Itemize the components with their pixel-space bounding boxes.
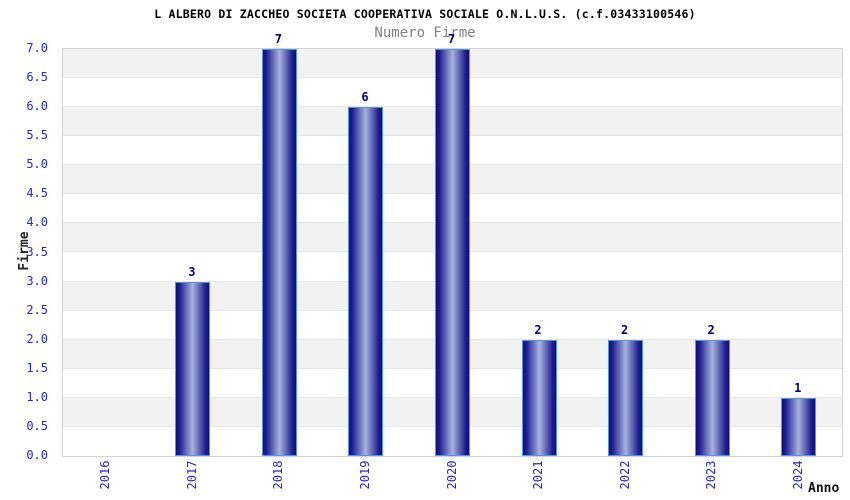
x-tick-label-2024: 2024 — [790, 460, 805, 490]
chart-subtitle: Numero Firme — [374, 25, 476, 41]
y-tick-label-2.5: 2.5 — [26, 302, 48, 317]
y-tick-label-1.0: 1.0 — [26, 389, 48, 404]
y-tick-label-3.5: 3.5 — [26, 244, 48, 259]
y-tick-label-0.0: 0.0 — [26, 448, 48, 462]
y-tick-label-6.5: 6.5 — [26, 70, 48, 85]
bar-value-label-2022: 2 — [620, 322, 629, 337]
x-tick-label-2020: 2020 — [444, 460, 459, 490]
y-tick-label-5.0: 5.0 — [26, 157, 48, 172]
bar-2021 — [521, 339, 557, 456]
x-tick-label-2016: 2016 — [98, 460, 113, 490]
bar-2018 — [261, 49, 297, 456]
bar-value-label-2018: 7 — [274, 32, 282, 46]
bar-value-label-2023: 2 — [707, 322, 715, 337]
bar-value-label-2017: 3 — [188, 264, 196, 279]
bar-2017 — [175, 281, 211, 456]
x-tick-label-2018: 2018 — [271, 460, 286, 490]
x-tick-label-2021: 2021 — [531, 460, 546, 490]
bar-2020 — [435, 49, 470, 456]
plot-area — [62, 48, 843, 457]
y-tick-label-3.0: 3.0 — [26, 273, 48, 288]
bar-value-label-2019: 6 — [361, 90, 369, 105]
x-tick-label-2019: 2019 — [357, 460, 372, 490]
x-tick-label-2022: 2022 — [617, 460, 632, 490]
y-axis-title: Firme — [17, 231, 32, 271]
y-tick-label-4.0: 4.0 — [26, 215, 48, 230]
y-tick-label-4.5: 4.5 — [26, 186, 48, 201]
y-tick-label-1.5: 1.5 — [26, 360, 48, 375]
bar-2022 — [608, 339, 644, 456]
y-tick-label-5.5: 5.5 — [26, 128, 48, 143]
chart-title: L ALBERO DI ZACCHEO SOCIETA COOPERATIVA … — [154, 7, 696, 21]
bar-value-label-2021: 2 — [534, 322, 542, 337]
bar-2023 — [694, 339, 730, 456]
y-tick-label-7.0: 7.0 — [26, 41, 48, 55]
x-tick-label-2017: 2017 — [184, 460, 199, 490]
x-axis-title: Anno — [808, 481, 840, 496]
y-tick-label-6.0: 6.0 — [26, 99, 48, 114]
bar-2024 — [781, 397, 817, 456]
x-tick-label-2023: 2023 — [704, 460, 719, 490]
y-tick-label-0.5: 0.5 — [26, 418, 48, 433]
bar-2019 — [348, 107, 384, 456]
bar-value-label-2024: 1 — [794, 380, 802, 395]
y-tick-label-2.0: 2.0 — [26, 331, 48, 346]
bar-value-label-2020: 7 — [447, 32, 456, 46]
